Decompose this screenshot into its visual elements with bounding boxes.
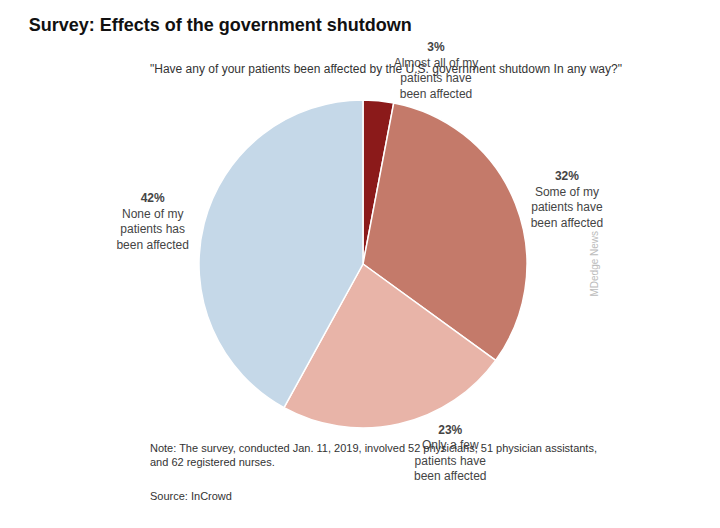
svg-text:Survey: Effects of the governm: Survey: Effects of the government shutdo… (29, 15, 412, 35)
svg-text:Source: InCrowd: Source: InCrowd (150, 490, 232, 502)
svg-text:Note: The survey, conducted Ja: Note: The survey, conducted Jan. 11, 201… (150, 442, 597, 468)
svg-text:"Have any of your patients bee: "Have any of your patients been affected… (150, 62, 622, 76)
svg-text:3%Almost all of mypatients hav: 3%Almost all of mypatients havebeen affe… (394, 40, 479, 101)
svg-text:23%Only a fewpatients havebeen: 23%Only a fewpatients havebeen affected (414, 423, 487, 484)
svg-text:42%None of mypatients hasbeen: 42%None of mypatients hasbeen affected (116, 191, 189, 252)
svg-text:MDedge News: MDedge News (589, 231, 600, 297)
svg-text:32%Some of mypatients havebeen: 32%Some of mypatients havebeen affected (531, 169, 604, 230)
